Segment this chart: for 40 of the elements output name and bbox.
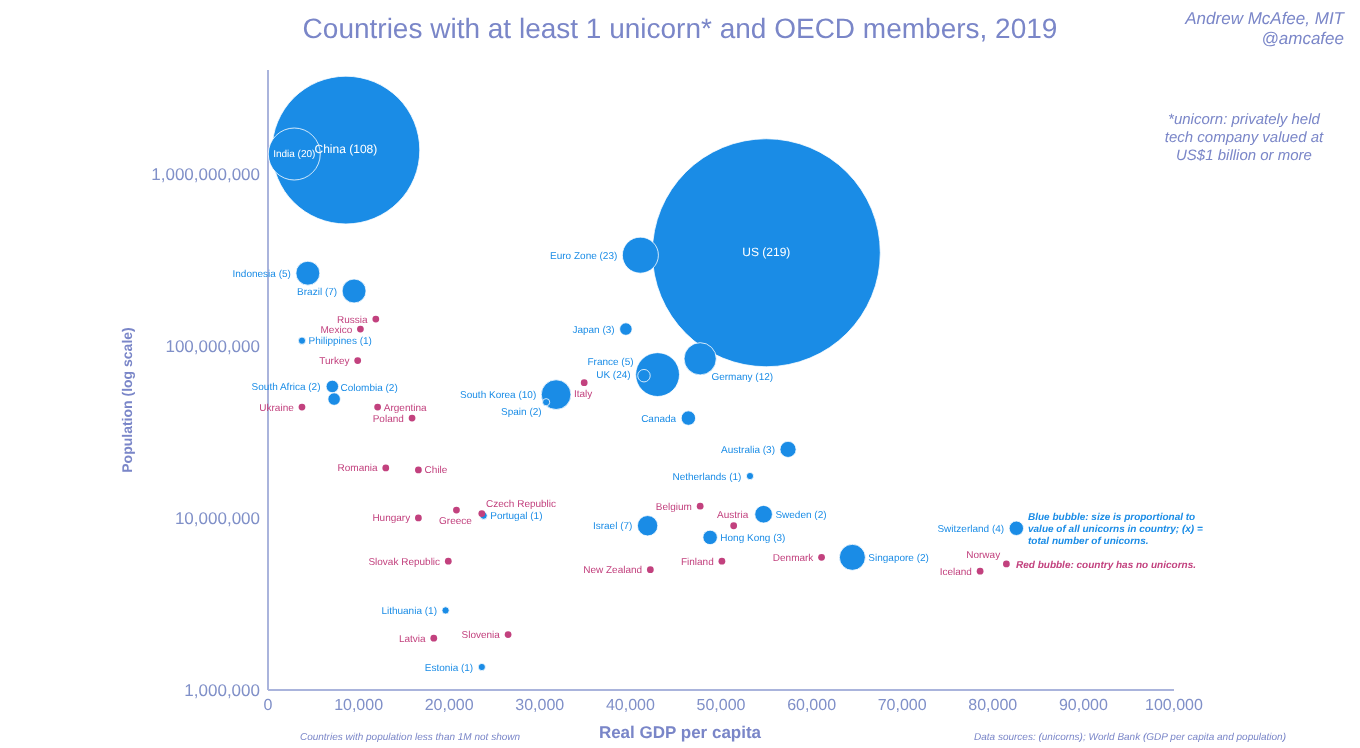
x-axis-title: Real GDP per capita <box>598 722 762 742</box>
point <box>976 567 984 575</box>
x-tick-label: 30,000 <box>515 696 566 714</box>
point <box>718 557 726 565</box>
point <box>1003 560 1010 568</box>
chart-title: Countries with at least 1 unicorn* and OECD members, 2019 <box>302 12 1058 44</box>
x-tick-label: 10,000 <box>334 696 385 714</box>
x-tick-label: 40,000 <box>605 696 656 714</box>
point <box>504 631 512 638</box>
x-tick-label: 60,000 <box>787 696 838 714</box>
point <box>374 403 382 411</box>
point <box>372 315 380 323</box>
y-tick-label: 1,000,000,000 <box>151 163 261 184</box>
x-tick-label: 80,000 <box>968 696 1019 714</box>
x-tick-label: 0 <box>263 696 274 714</box>
point <box>415 514 422 522</box>
x-tick-label: 50,000 <box>696 696 747 714</box>
point <box>580 379 588 387</box>
y-tick-label: 1,000,000 <box>184 680 261 700</box>
y-tick-label: 100,000,000 <box>165 335 261 356</box>
point <box>730 522 738 530</box>
point <box>382 464 390 472</box>
text: Andrew McAfee, MIT <box>1183 8 1346 28</box>
point <box>357 325 364 333</box>
point <box>408 414 416 422</box>
x-tick-label: 20,000 <box>424 696 475 714</box>
point <box>646 566 654 574</box>
point <box>696 502 704 510</box>
point <box>298 403 306 411</box>
x-tick-label: 100,000 <box>1145 696 1205 714</box>
x-tick-label: 70,000 <box>877 696 928 714</box>
text: @amcafee <box>1261 28 1345 48</box>
point <box>444 557 452 565</box>
point <box>415 466 422 474</box>
point <box>430 634 438 642</box>
point <box>354 357 362 364</box>
point <box>453 506 460 514</box>
point <box>818 553 825 561</box>
x-tick-label: 90,000 <box>1058 696 1109 714</box>
y-tick-label: 10,000,000 <box>174 507 261 528</box>
